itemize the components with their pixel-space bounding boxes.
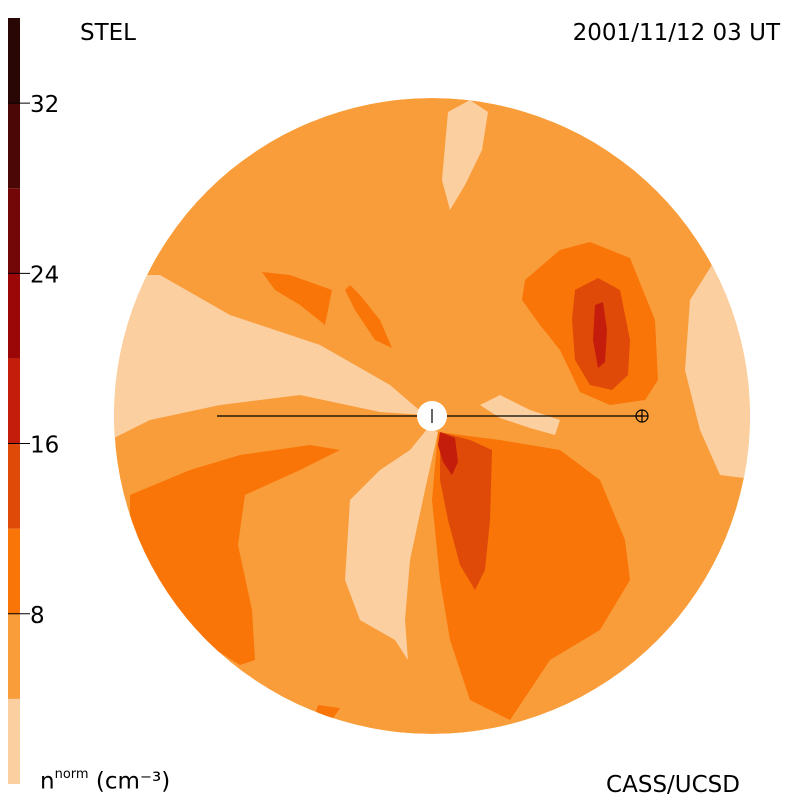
colorbar-unit-label: nnorm (cm⁻³) [40, 767, 171, 795]
light-region-lower-center [345, 428, 438, 660]
colorbar-tick-label: 32 [30, 92, 59, 118]
unit-rest: (cm⁻³) [95, 768, 171, 795]
colorbar [8, 18, 20, 784]
colorbar-tick-label: 16 [30, 433, 59, 459]
colorbar-segment [8, 18, 20, 104]
colorbar-segment [8, 188, 20, 274]
red-region-lower-center [438, 432, 458, 475]
orange-region-lower-left [130, 445, 340, 665]
light-region-top [442, 100, 488, 210]
orange-region-streak-b [345, 285, 392, 348]
plot-title: STEL [80, 20, 136, 46]
colorbar-segment [8, 103, 20, 189]
colorbar-segment [8, 358, 20, 444]
colorbar-ticks: 8 16 24 32 [8, 92, 59, 629]
colorbar-segment [8, 613, 20, 699]
light-region-left [114, 275, 425, 440]
orange-region-streak-a [262, 272, 332, 325]
unit-main: n [40, 768, 55, 795]
colorbar-segment [8, 273, 20, 359]
red-region-upper-right [593, 302, 607, 368]
timestamp: 2001/11/12 03 UT [572, 20, 780, 46]
colorbar-segment [8, 528, 20, 614]
colorbar-tick-label: 8 [30, 603, 45, 629]
colorbar-segment [8, 443, 20, 529]
credit-label: CASS/UCSD [606, 772, 740, 798]
unit-sup: norm [54, 767, 89, 782]
colorbar-segment [8, 698, 20, 784]
light-region-near-sun [480, 395, 560, 435]
colorbar-tick-label: 24 [30, 262, 59, 288]
